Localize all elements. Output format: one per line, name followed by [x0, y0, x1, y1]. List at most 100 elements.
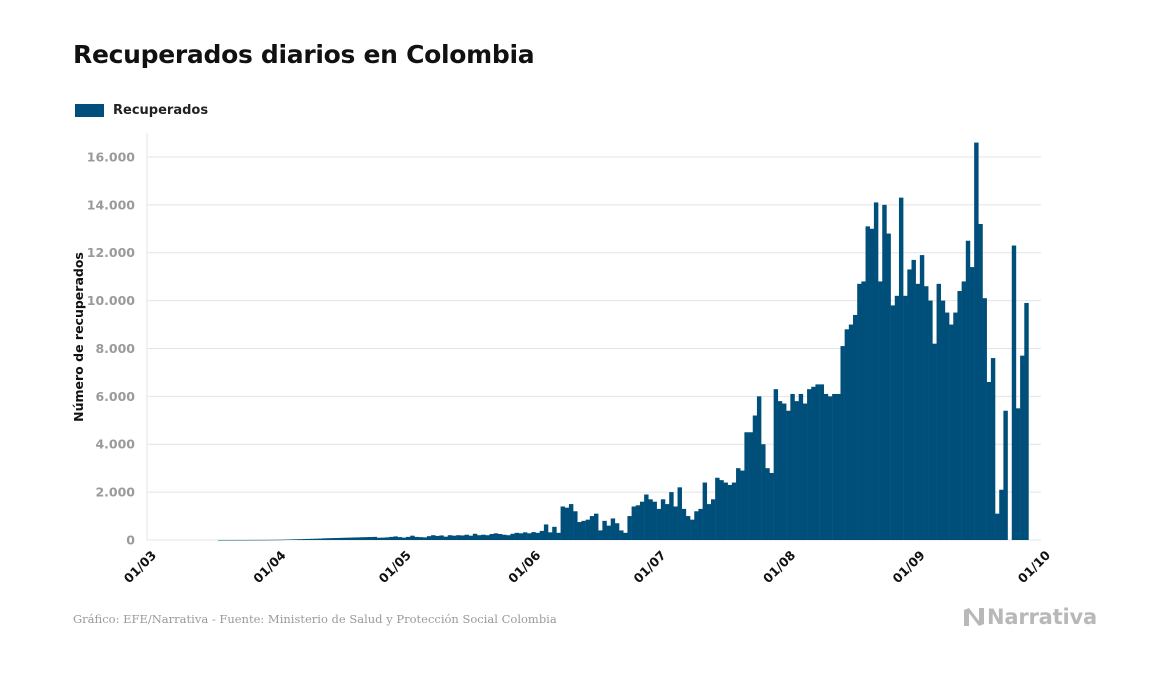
bar: [293, 539, 298, 540]
bar: [598, 530, 603, 540]
bar: [548, 532, 553, 540]
bar: [326, 538, 332, 540]
bar: [844, 329, 850, 540]
bar: [915, 283, 921, 540]
bar: [280, 539, 286, 541]
bar: [1024, 302, 1029, 540]
bar: [355, 537, 361, 540]
bar: [527, 533, 532, 540]
bar: [961, 281, 967, 540]
bar: [418, 537, 423, 540]
y-tick-label: 14.000: [87, 197, 136, 212]
bar: [677, 487, 682, 540]
bar: [936, 283, 941, 540]
bar: [234, 539, 240, 541]
bar: [397, 537, 403, 540]
bar: [468, 535, 474, 540]
bar: [564, 507, 570, 540]
narrativa-logo-icon: [964, 608, 984, 626]
bar: [944, 312, 950, 540]
x-tick-label: 01/10: [1015, 547, 1054, 586]
bar: [305, 538, 311, 540]
bar: [573, 511, 578, 540]
bar: [364, 537, 369, 540]
bar: [765, 468, 770, 540]
bar: [385, 537, 390, 540]
bar: [736, 468, 741, 540]
bar: [360, 537, 365, 540]
bar: [330, 538, 336, 540]
bar: [259, 539, 265, 541]
bar: [815, 384, 820, 540]
bar: [623, 532, 628, 540]
y-tick-label: 10.000: [87, 293, 136, 308]
bar: [819, 384, 825, 540]
bar: [660, 499, 666, 540]
y-axis-label: Número de recuperados: [71, 252, 86, 422]
bar: [460, 535, 465, 540]
legend: Recuperados: [75, 103, 208, 118]
bar: [506, 535, 511, 540]
bar: [435, 535, 440, 540]
bar: [665, 504, 670, 540]
legend-label: Recuperados: [113, 103, 209, 118]
bar: [485, 535, 490, 540]
bar: [982, 298, 987, 540]
bar: [756, 396, 762, 540]
bar: [376, 537, 382, 540]
bar: [406, 536, 411, 540]
bar: [802, 403, 808, 540]
bar: [644, 494, 649, 540]
bar: [456, 535, 461, 540]
bar: [289, 539, 294, 540]
bar: [953, 312, 958, 540]
bar: [389, 536, 394, 540]
bar: [978, 223, 983, 541]
bar: [447, 535, 453, 540]
bar: [894, 295, 900, 540]
y-tick-label: 2.000: [95, 485, 135, 500]
bar: [723, 482, 728, 540]
bar: [639, 501, 645, 540]
bar: [493, 533, 499, 540]
bar: [710, 499, 716, 540]
bar: [443, 536, 449, 540]
bar: [577, 522, 582, 540]
bar: [949, 324, 954, 540]
bar: [268, 539, 273, 541]
bar: [351, 537, 357, 540]
bar: [731, 482, 737, 540]
bar: [969, 267, 975, 540]
bar: [401, 537, 407, 540]
y-tick-label: 6.000: [95, 389, 135, 404]
bar: [652, 501, 657, 540]
bar: [919, 255, 925, 540]
bar: [965, 240, 971, 541]
bar: [439, 535, 444, 540]
bar: [890, 305, 896, 540]
bar: [218, 539, 223, 541]
bar: [794, 401, 799, 540]
bar: [911, 259, 916, 540]
bar: [272, 539, 277, 541]
bar: [752, 415, 758, 540]
bar: [873, 202, 879, 540]
bar: [669, 492, 674, 540]
bar: [990, 358, 996, 540]
bar: [635, 505, 641, 540]
y-axis-ticks: 0 2.000 4.000 6.000 8.000 10.000 12.000 14.000 1…: [87, 149, 136, 547]
bar: [932, 343, 937, 540]
bar: [243, 539, 248, 541]
bar: [410, 535, 415, 540]
bars: [218, 142, 1029, 541]
bar: [585, 519, 591, 540]
bar: [698, 508, 703, 540]
bar: [247, 539, 252, 541]
bar: [314, 538, 319, 540]
bar: [422, 537, 428, 540]
bar: [673, 506, 678, 540]
bar: [393, 536, 398, 540]
bar: [284, 539, 290, 541]
bar: [472, 533, 478, 540]
x-axis-ticks: 01/03 01/04 01/05 01/06 01/07 01/08 01/09 01/10: [121, 547, 1054, 586]
